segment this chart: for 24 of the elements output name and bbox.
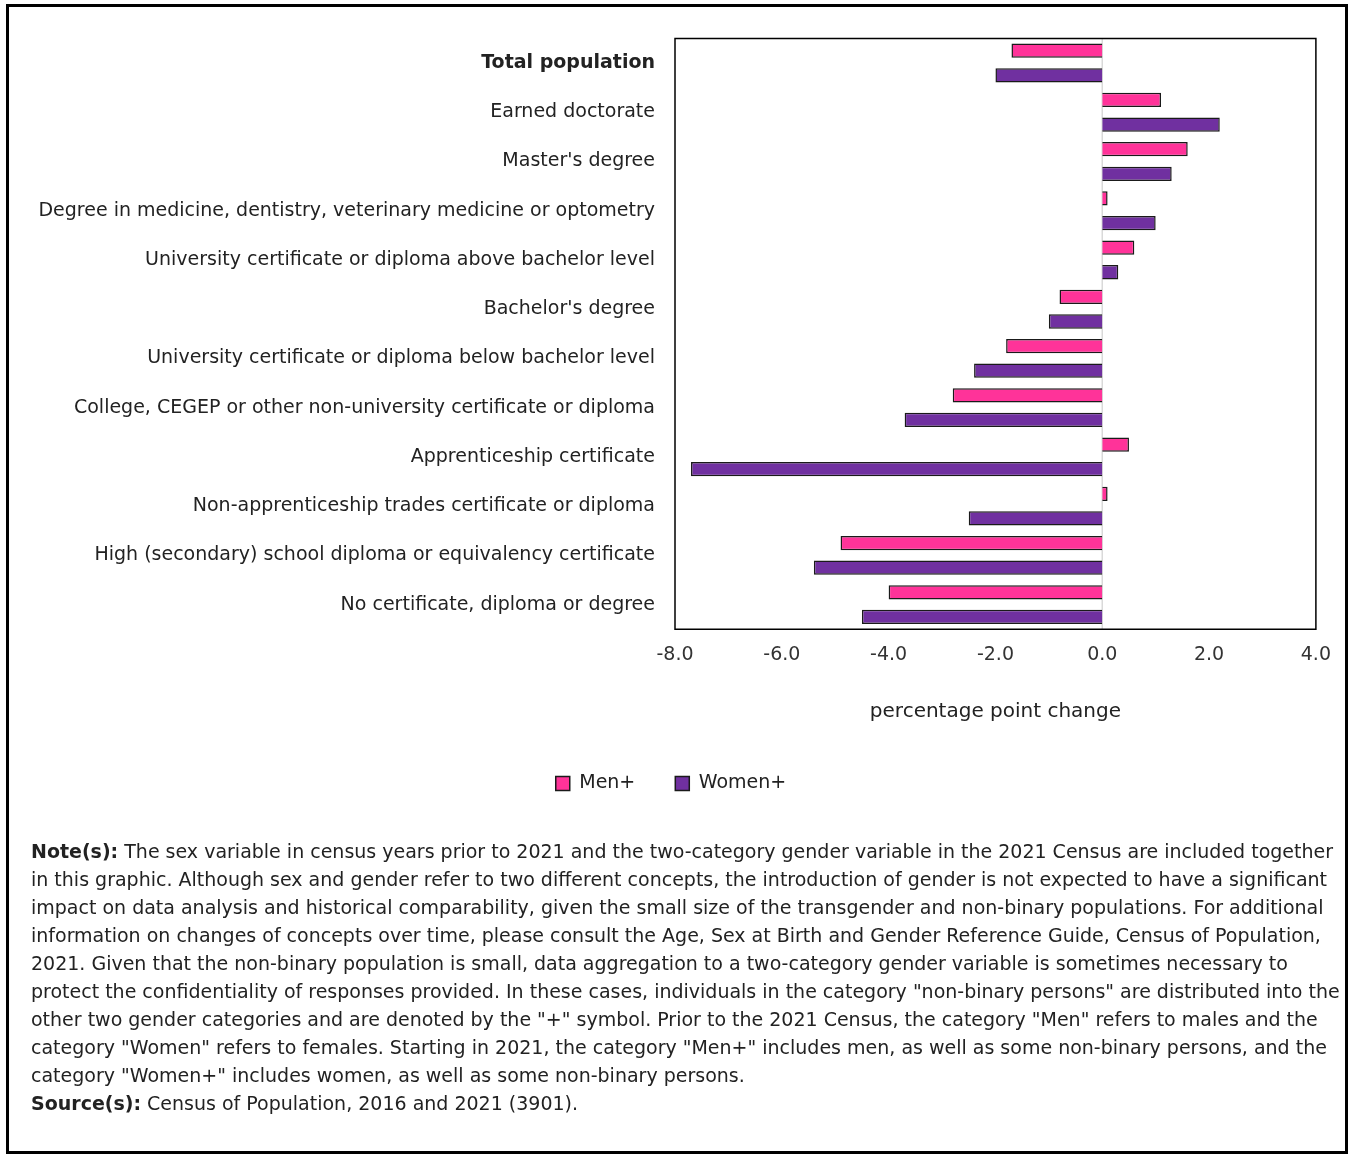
text: Note(s): The sex variable in census years prior to 2021 and the two-category gender variable in the 2021 Census are included together in this graphic. Although sex and gender refer to two different concepts, the introduction of gender is not expected to have a significant impact on data analysis and historical comparability, given the small size of the transgender and non-binary populations. For additional information on changes of concepts over time, please consult the Age, Sex at Birth and Gender Reference Guide, Census of Population, 2021. Given that the non-binary population is small, data aggregation to a two-category gender variable is sometimes necessary to protect the confidentiality of responses provided. In these cases, individuals in the category "non-binary persons" are distributed into the other two gender categories and are denoted by the "+" symbol. Prior to the 2021 Census, the category "Men" refers to males and the category "Women" refers to females. Starting in 2021, the category "Men+" includes men, as well as some non-binary persons, and the category "Women+" includes women, as well as some non-binary persons. [31, 840, 1340, 1086]
y-tick-label: Non-apprenticeship trades certificate or diploma [192, 493, 655, 516]
x-tick-label: 0.0 [1087, 641, 1118, 664]
x-tick-label: -6.0 [763, 641, 801, 664]
x-tick-label: -4.0 [870, 641, 908, 664]
x-axis-title: percentage point change [869, 698, 1122, 723]
x-tick-label: -8.0 [656, 641, 694, 664]
y-tick-label: Total population [481, 49, 655, 72]
y-tick-label: Earned doctorate [490, 99, 655, 122]
y-tick-label: High (secondary) school diploma or equivalency certificate [94, 542, 655, 565]
y-tick-label: Degree in medicine, dentistry, veterinary medicine or optometry [38, 197, 655, 220]
y-tick-label: University certificate or diploma below bachelor level [147, 345, 655, 368]
y-tick-label: Master's degree [502, 148, 655, 171]
legend-label: Women+ [698, 770, 787, 793]
x-tick-label: 2.0 [1193, 641, 1225, 664]
y-tick-label: Bachelor's degree [483, 296, 655, 319]
y-tick-label: Apprenticeship certificate [410, 443, 655, 466]
y-tick-label: College, CEGEP or other non-university certificate or diploma [73, 394, 655, 417]
x-tick-label: -2.0 [976, 641, 1014, 664]
y-tick-label: No certificate, diploma or degree [340, 591, 655, 614]
source-note: Source(s): Census of Population, 2016 and 2021 (3901). [31, 1091, 580, 1116]
y-tick-label: University certificate or diploma above bachelor level [145, 246, 655, 269]
x-tick-label: 4.0 [1300, 641, 1331, 664]
legend-label: Men+ [579, 770, 636, 793]
